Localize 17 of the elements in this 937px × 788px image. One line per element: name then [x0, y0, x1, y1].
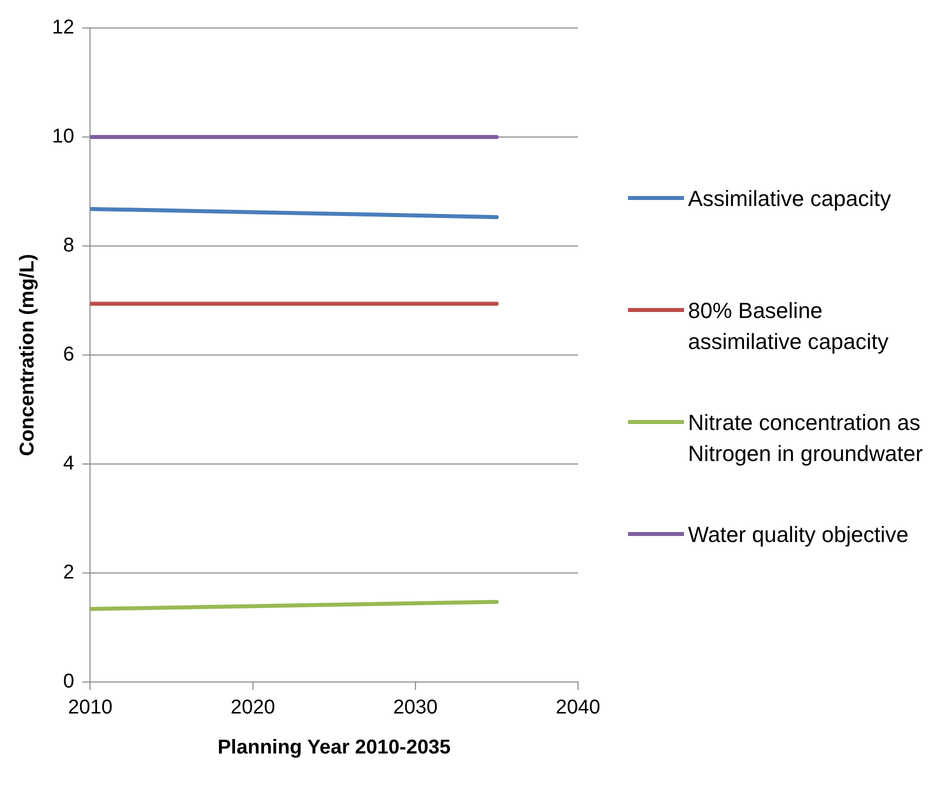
y-tick-label: 12	[52, 16, 74, 39]
x-axis-title: Planning Year 2010-2035	[218, 736, 451, 759]
x-tick-label: 2010	[68, 696, 112, 719]
y-axis-title: Concentration (mg/L)	[16, 254, 39, 456]
legend-label: Nitrate concentration as Nitrogen in groundwater	[688, 409, 924, 468]
y-tick-label: 4	[63, 452, 74, 475]
legend-label: Assimilative capacity	[688, 185, 891, 213]
y-tick-label: 8	[63, 234, 74, 257]
legend-label: Water quality objective	[688, 521, 909, 549]
y-tick-label: 10	[52, 126, 74, 148]
y-tick-label: 6	[63, 344, 74, 366]
y-tick-label: 0	[63, 670, 74, 693]
x-tick-label: 2020	[230, 696, 276, 719]
x-tick-label: 2030	[393, 696, 438, 719]
y-tick-label: 2	[63, 562, 74, 584]
legend-label: 80% Baseline assimilative capacity	[688, 297, 890, 356]
x-tick-label: 2040	[556, 696, 600, 719]
